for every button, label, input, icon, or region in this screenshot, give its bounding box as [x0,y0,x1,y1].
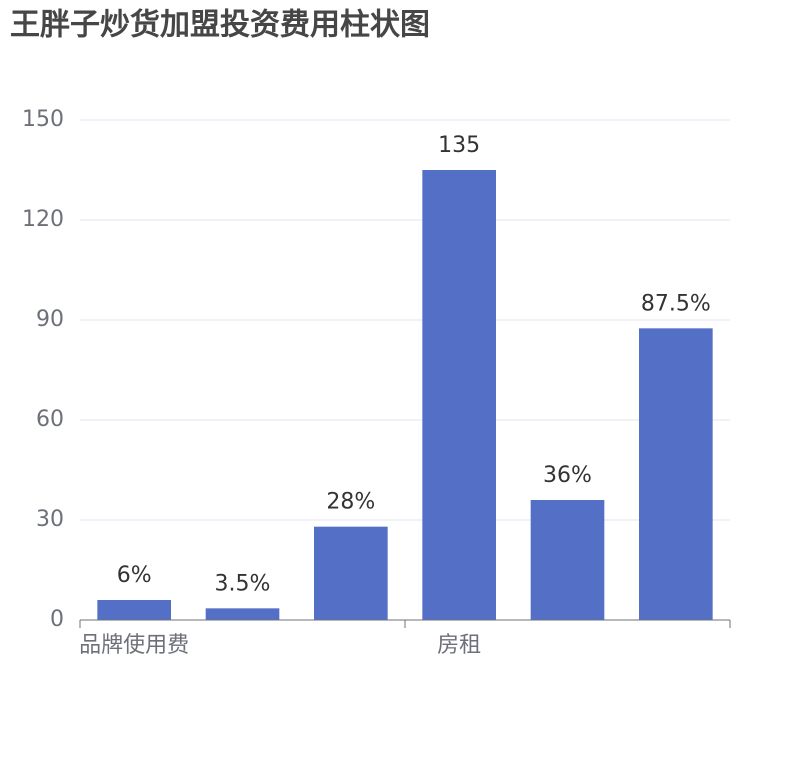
data-label: 135 [438,133,480,158]
x-tick-label: 房租 [437,633,481,658]
y-tick-label: 150 [22,107,64,132]
data-label: 28% [326,490,375,515]
data-label: 87.5% [641,291,711,316]
y-tick-label: 0 [50,607,64,632]
bar [422,170,496,620]
bar [639,328,713,620]
y-tick-label: 60 [36,407,64,432]
bar [314,526,388,620]
x-tick-label: 品牌使用费 [79,633,189,658]
data-label: 6% [117,563,152,588]
data-label: 36% [543,463,592,488]
bar [530,500,605,620]
chart-title: 王胖子炒货加盟投资费用柱状图 [10,8,430,43]
y-tick-label: 120 [22,207,64,232]
y-tick-label: 30 [36,507,64,532]
bar [97,600,171,620]
bar [205,608,280,620]
data-label: 3.5% [215,571,271,596]
y-tick-label: 90 [36,307,64,332]
